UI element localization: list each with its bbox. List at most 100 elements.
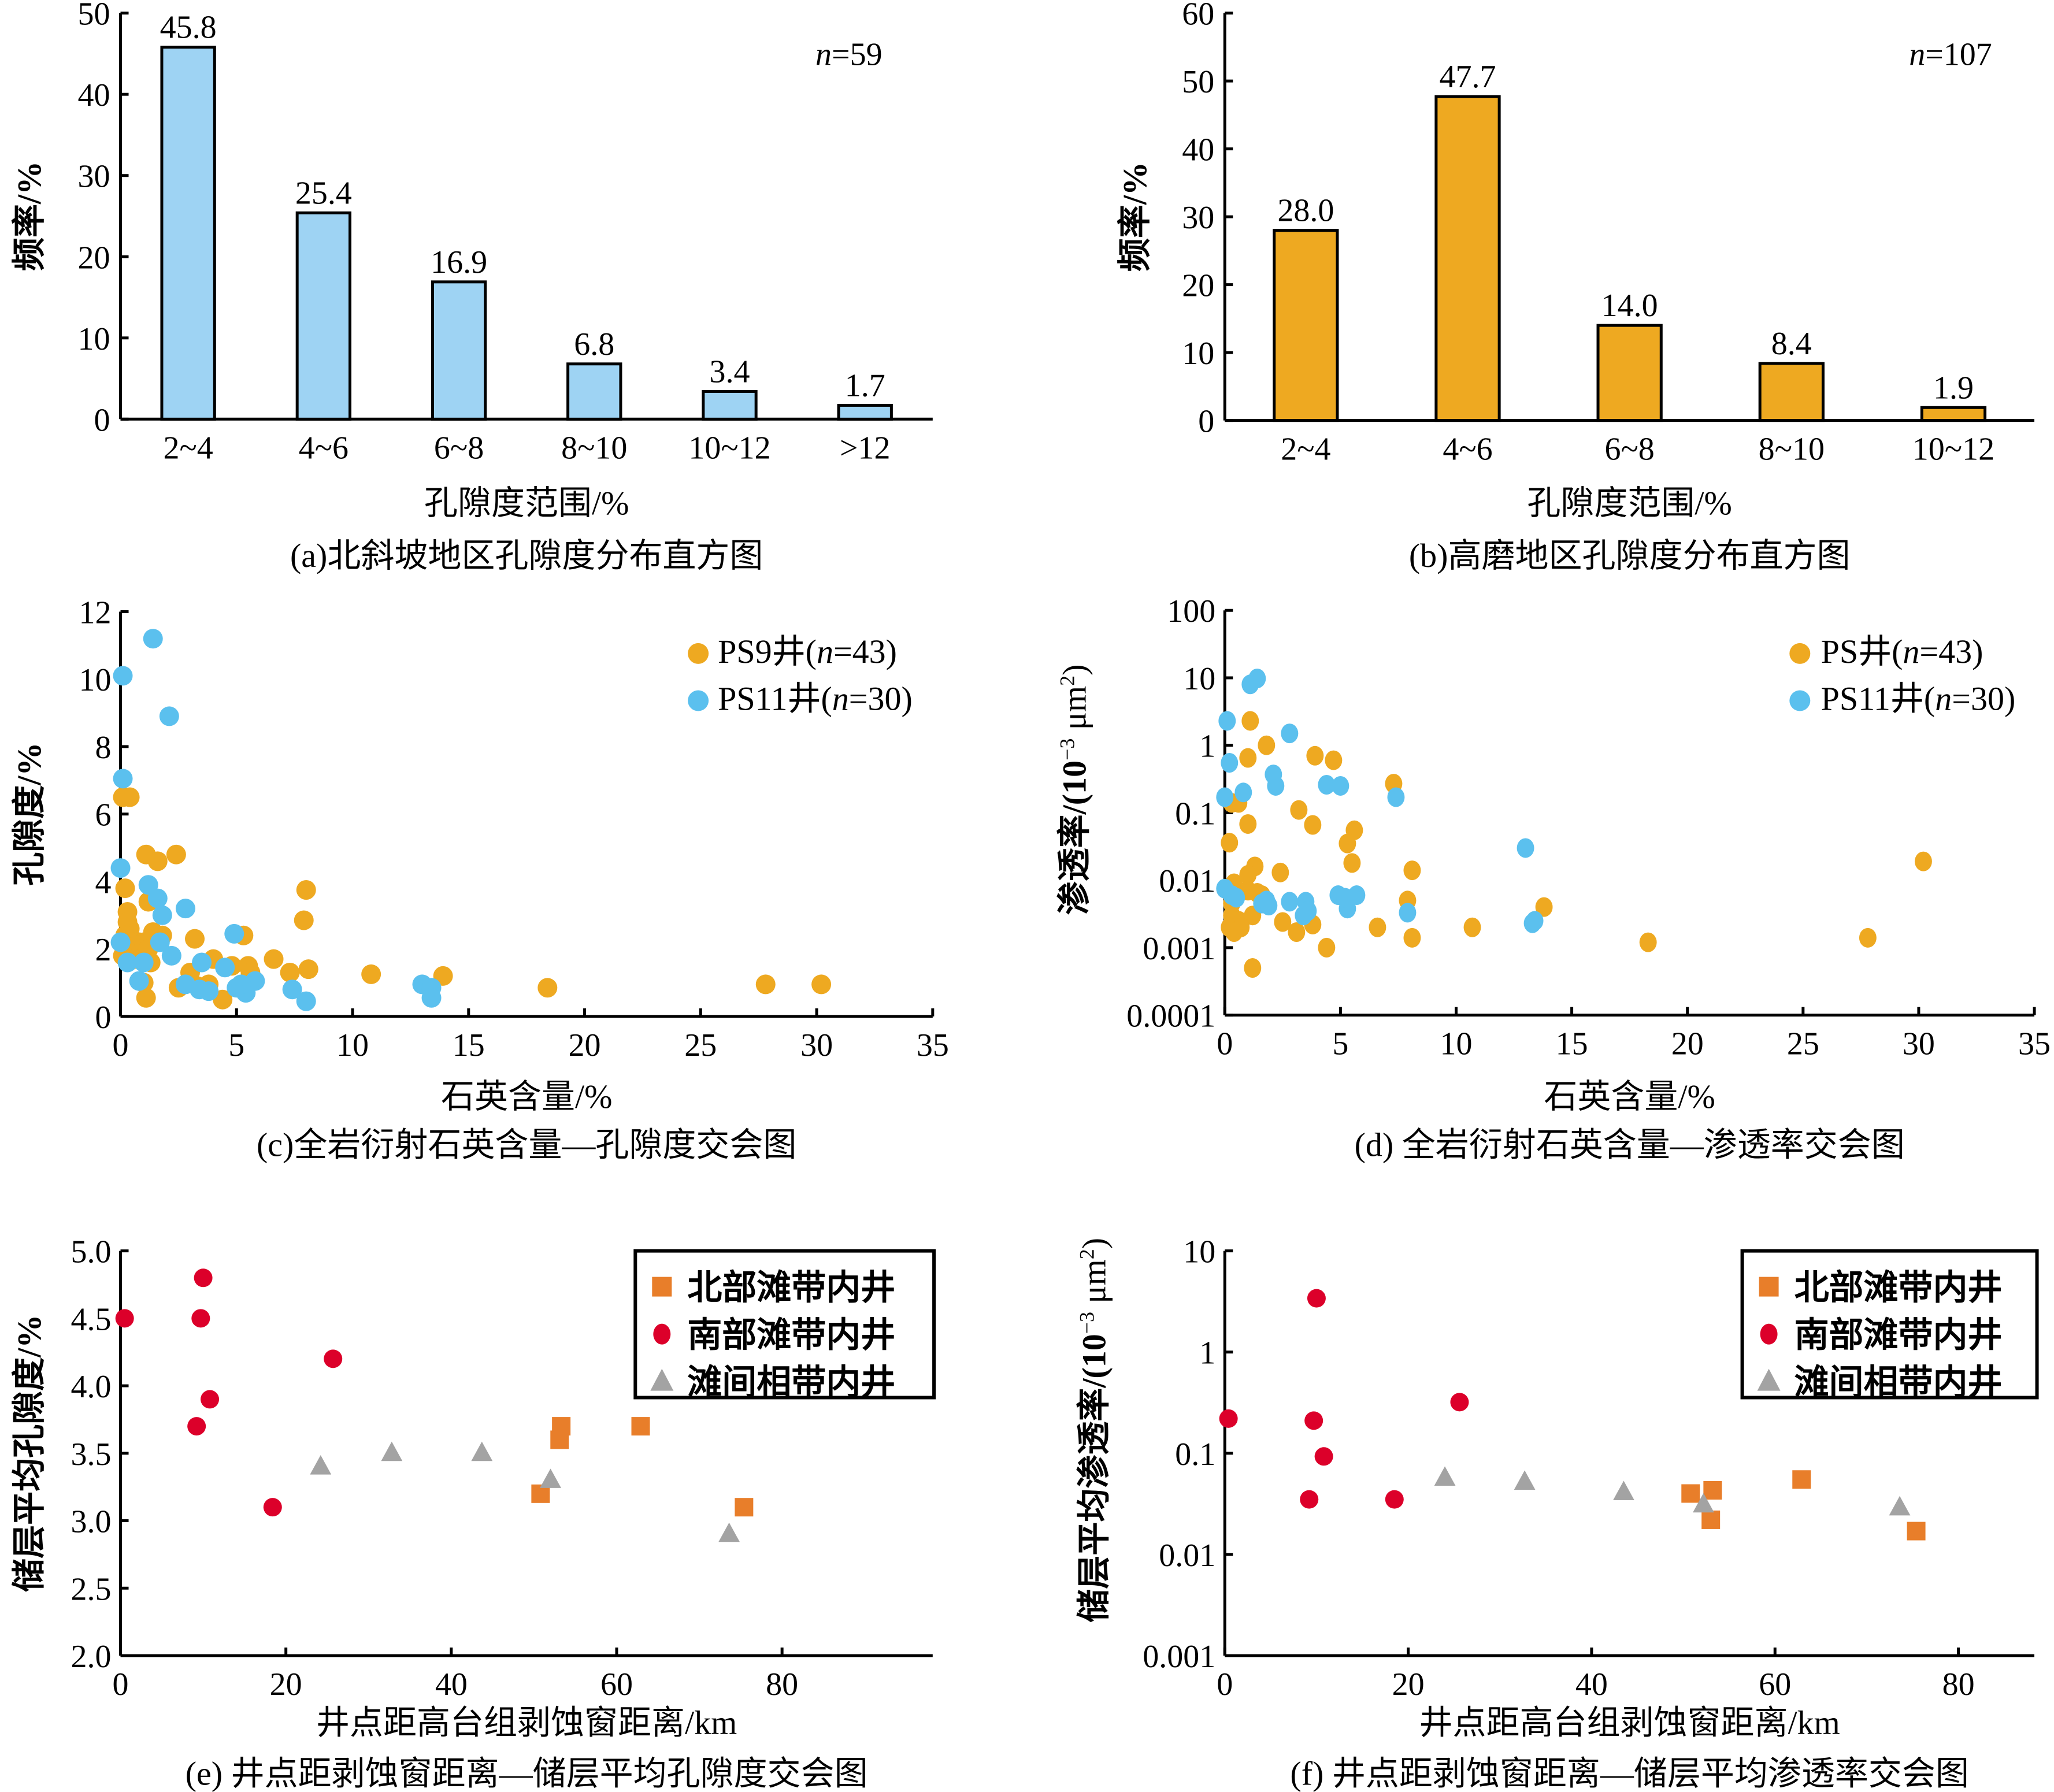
data-point-circle — [159, 706, 179, 726]
series-1 — [1681, 1470, 1926, 1541]
legend-n: n — [1903, 633, 1919, 670]
y-tick-label: 60 — [1182, 0, 1214, 32]
panel-e-distance-porosity-scatter: 2.0 2.5 3.0 3.5 4.0 4.5 5.0 0 20 40 60 80 北部滩带内井南部滩带… — [10, 1234, 936, 1792]
data-point-circle — [1288, 922, 1306, 942]
data-point-circle — [1304, 1411, 1323, 1430]
y-tick-label: 10 — [78, 321, 110, 357]
data-point-circle — [129, 971, 149, 991]
data-point-square — [1681, 1484, 1700, 1503]
y-tick-label: 30 — [78, 159, 110, 195]
x-tick-label: 0 — [113, 1027, 129, 1063]
data-point-triangle — [1693, 1493, 1714, 1513]
data-point-circle — [1219, 1409, 1238, 1428]
y-axis-title-unit-exponent: 2 — [1056, 676, 1079, 686]
data-point-circle — [1260, 896, 1278, 916]
data-point-circle — [1339, 833, 1356, 854]
bar-value-label: 1.9 — [1933, 370, 1974, 406]
legend-name: PS11井( — [1821, 680, 1936, 717]
data-point-triangle — [381, 1441, 403, 1461]
data-point-circle — [537, 978, 558, 998]
y-tick-label: 0.0001 — [1126, 999, 1215, 1034]
y-axis-title: 孔隙度/% — [10, 743, 48, 886]
data-point-circle — [152, 905, 172, 925]
data-point-triangle — [718, 1522, 740, 1542]
sample-count-annotation: n=59 — [815, 37, 883, 73]
data-point-circle — [294, 910, 314, 930]
bar-value-label: 8.4 — [1771, 326, 1812, 362]
data-point-circle — [192, 952, 212, 973]
x-category-label: 10~12 — [1912, 432, 1994, 468]
data-point-circle — [1450, 1393, 1469, 1412]
sample-count-annotation: n=107 — [1909, 37, 1992, 73]
data-point-circle — [224, 923, 244, 944]
series-2 — [115, 1268, 343, 1517]
legend-marker-triangle — [650, 1368, 674, 1391]
x-tick-label: 0 — [1217, 1026, 1233, 1062]
y-tick-label: 12 — [79, 595, 112, 631]
y-axis-title-unit-exponent: 2 — [1076, 1249, 1099, 1259]
data-point-circle — [1343, 853, 1361, 873]
data-point-circle — [1914, 851, 1932, 871]
y-tick-label: 10 — [1183, 1234, 1215, 1270]
data-point-circle — [1281, 724, 1299, 744]
y-axis-title-main: 渗透率/(10 — [1056, 760, 1093, 915]
data-point-circle — [1239, 865, 1257, 885]
series-1 — [531, 1417, 754, 1517]
data-point-circle — [1325, 750, 1343, 770]
series-1 — [1221, 711, 1932, 978]
legend-count: =43) — [1919, 633, 1983, 670]
figure-caption: (f) 井点距剥蚀窗距离—储层平均渗透率交会图 — [1290, 1755, 1968, 1792]
data-point-circle — [191, 1309, 210, 1328]
bar — [837, 403, 893, 421]
series-2 — [1216, 668, 1544, 933]
bar — [1273, 229, 1339, 422]
y-tick-label: 4.0 — [71, 1369, 112, 1405]
sample-count-n: n — [1909, 37, 1925, 73]
legend: PS9井(n=43)PS11井(n=30) — [688, 633, 913, 717]
figure-caption: (b)高磨地区孔隙度分布直方图 — [1409, 537, 1851, 574]
data-point-circle — [1304, 815, 1322, 835]
x-axis-title: 井点距高台组剥蚀窗距离/km — [316, 1704, 737, 1741]
y-tick-label: 5.0 — [71, 1234, 112, 1270]
data-point-circle — [1221, 753, 1239, 773]
data-point-circle — [282, 980, 302, 1000]
x-tick-label: 80 — [1942, 1667, 1975, 1702]
data-point-circle — [1281, 892, 1299, 912]
data-point-square — [550, 1430, 569, 1449]
legend-entry-label: 滩间相带内井 — [687, 1364, 895, 1402]
data-point-circle — [1332, 776, 1349, 796]
y-tick-label: 2.5 — [71, 1571, 112, 1607]
y-tick-label: 20 — [78, 240, 110, 276]
data-point-circle — [1241, 674, 1259, 695]
data-point-circle — [113, 666, 133, 686]
data-point-circle — [1859, 927, 1877, 948]
x-tick-label: 60 — [1759, 1667, 1791, 1702]
y-tick-label: 10 — [1182, 336, 1214, 372]
panel-f-distance-permeability-scatter: 0.001 0.01 0.1 1 10 0 20 40 60 80 北部滩带内井南部滩带内井滩间相带… — [1076, 1234, 2039, 1792]
y-tick-label: 10 — [1183, 661, 1215, 697]
data-point-circle — [1318, 774, 1336, 795]
data-point-circle — [811, 974, 832, 995]
x-axis-title: 孔隙度范围/% — [1527, 484, 1732, 522]
data-point-triangle — [1514, 1470, 1536, 1490]
data-point-square — [1792, 1470, 1811, 1489]
data-point-circle — [110, 858, 131, 878]
x-axis-title: 石英含量/% — [441, 1078, 612, 1115]
x-tick-label: 20 — [1671, 1026, 1704, 1062]
data-point-circle — [110, 932, 131, 952]
legend-n: n — [1935, 680, 1952, 717]
legend-box — [633, 1249, 936, 1400]
legend-box — [1740, 1249, 2039, 1400]
y-tick-label: 0 — [94, 402, 110, 438]
x-tick-label: 35 — [917, 1027, 949, 1063]
x-tick-label: 20 — [270, 1667, 302, 1702]
data-point-circle — [143, 629, 163, 649]
data-point-circle — [1387, 787, 1405, 807]
bar — [702, 390, 758, 421]
data-point-circle — [117, 952, 138, 973]
data-point-circle — [1369, 917, 1386, 937]
y-tick-label: 4.5 — [71, 1301, 112, 1337]
data-point-circle — [1385, 1490, 1404, 1509]
y-tick-label: 100 — [1167, 593, 1215, 629]
